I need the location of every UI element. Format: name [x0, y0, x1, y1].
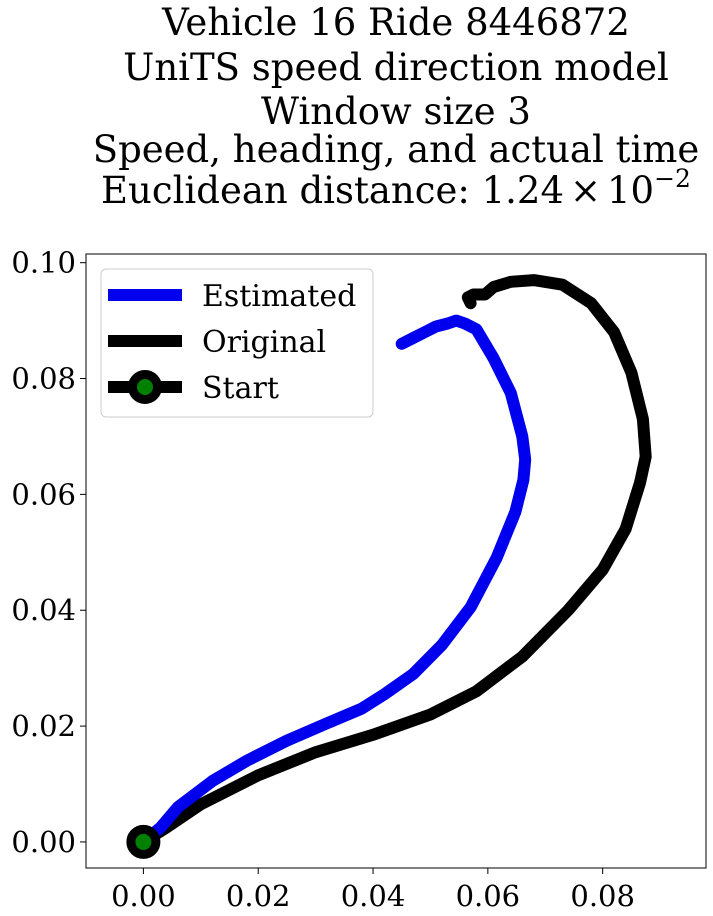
y-tick-label-4: 0.08: [11, 362, 76, 396]
y-tick-label-0: 0.00: [11, 825, 76, 859]
x-tick-label-0: 0.00: [111, 879, 176, 913]
axis-ticks: 0.00 0.02 0.04 0.06 0.08 0.00 0.02 0.04 0.06 0.08…: [11, 246, 635, 913]
title-line-3: Window size 3: [261, 90, 531, 133]
x-tick-label-3: 0.06: [456, 879, 521, 913]
title-metric-mantissa: 1.24: [482, 169, 564, 212]
title-metric-times: ×: [570, 169, 601, 212]
legend-start-marker: [128, 370, 162, 404]
x-tick-label-2: 0.04: [341, 879, 406, 913]
data-series: [137, 274, 652, 848]
title-line-2: UniTS speed direction model: [123, 46, 669, 89]
y-tick-label-3: 0.06: [11, 477, 76, 511]
x-tick-label-1: 0.02: [226, 879, 291, 913]
title-metric-prefix: Euclidean distance:: [101, 169, 482, 212]
x-tick-label-4: 0.08: [570, 879, 635, 913]
legend: Estimated Original Start: [100, 268, 374, 418]
start-marker: [126, 824, 161, 859]
legend-original-label: Original: [202, 325, 326, 360]
y-tick-label-2: 0.04: [11, 593, 76, 627]
chart-title: Vehicle 16 Ride 8446872 UniTS speed dire…: [93, 1, 700, 212]
title-metric-exponent: −2: [654, 164, 691, 193]
start-marker-layer: [126, 824, 161, 859]
legend-box: [100, 268, 374, 418]
title-line-5: Euclidean distance: 1.24 × 10−2: [101, 164, 691, 212]
plot-frame: [85, 253, 707, 869]
legend-estimated-label: Estimated: [202, 279, 356, 314]
title-line-4: Speed, heading, and actual time: [93, 128, 700, 171]
series-estimated-line: [137, 314, 532, 848]
title-line-1: Vehicle 16 Ride 8446872: [161, 1, 630, 44]
series-original-line: [137, 274, 652, 848]
y-tick-label-1: 0.02: [11, 709, 76, 743]
legend-start-label: Start: [202, 371, 279, 406]
y-tick-label-5: 0.10: [11, 246, 76, 280]
title-metric-base: 10: [607, 169, 654, 212]
